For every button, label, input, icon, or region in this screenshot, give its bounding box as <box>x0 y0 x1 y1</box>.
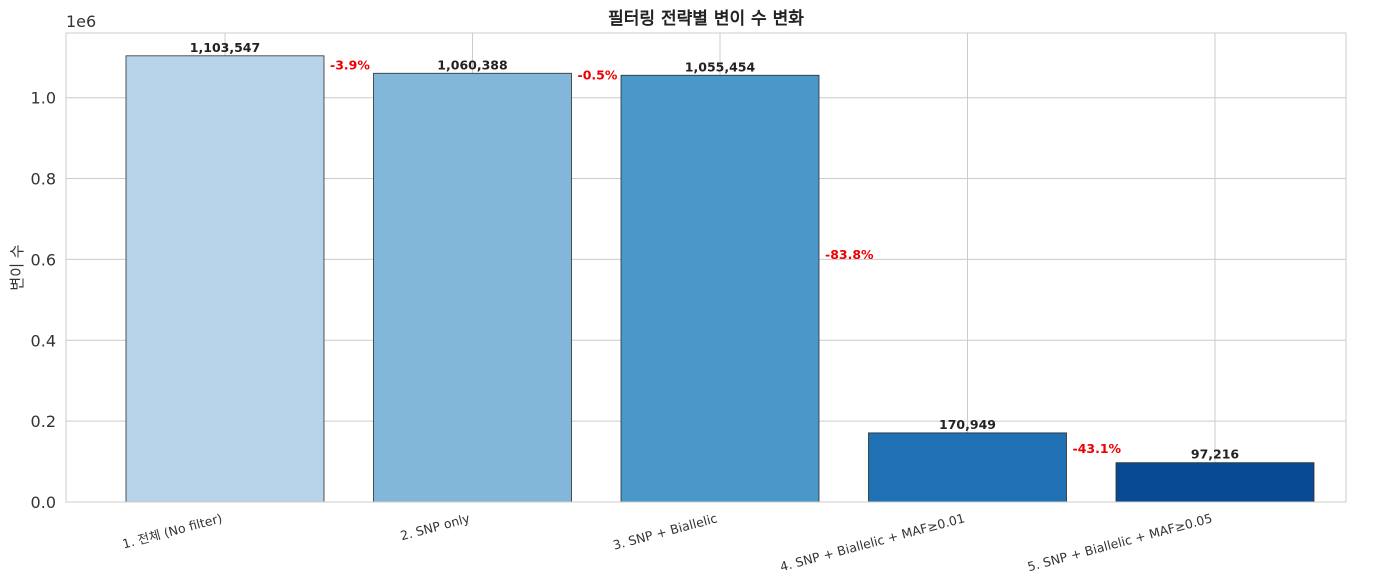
plot-frame <box>65 32 1347 503</box>
x-tick-label: 5. SNP + Biallelic + MAF≥0.05 <box>1026 510 1214 574</box>
pct-change-label: -43.1% <box>1073 441 1122 456</box>
chart-title: 필터링 전략별 변이 수 변화 <box>608 9 804 29</box>
y-tick-label: 0.8 <box>31 170 56 189</box>
y-tick-label: 1.0 <box>31 89 56 108</box>
x-tick-label: 2. SNP only <box>399 510 472 543</box>
y-tick-label: 0.2 <box>31 412 56 431</box>
bar-value-label: 97,216 <box>1191 447 1240 462</box>
bar <box>620 74 820 503</box>
bar-value-label: 1,103,547 <box>190 40 260 55</box>
x-tick-label: 4. SNP + Biallelic + MAF≥0.01 <box>778 510 966 574</box>
x-tick-label: 1. 전체 (No filter) <box>121 510 224 551</box>
y-tick-label: 0.4 <box>31 331 56 350</box>
y-axis-multiplier: 1e6 <box>66 12 96 31</box>
bar-value-label: 1,055,454 <box>685 59 756 74</box>
bar <box>868 432 1067 503</box>
y-tick-label: 0.0 <box>31 493 56 512</box>
bars-layer <box>125 55 1315 503</box>
bar <box>1115 462 1315 503</box>
pct-change-label: -83.8% <box>825 247 874 262</box>
bar <box>125 55 325 503</box>
y-tick-label: 0.6 <box>31 250 56 269</box>
y-axis-label: 변이 수 <box>8 244 26 290</box>
bar <box>373 72 572 503</box>
bar-value-label: 1,060,388 <box>437 57 507 72</box>
pct-change-label: -0.5% <box>578 67 618 82</box>
x-tick-label: 3. SNP + Biallelic <box>611 510 719 552</box>
bar-value-label: 170,949 <box>939 417 996 432</box>
pct-change-label: -3.9% <box>330 58 370 73</box>
